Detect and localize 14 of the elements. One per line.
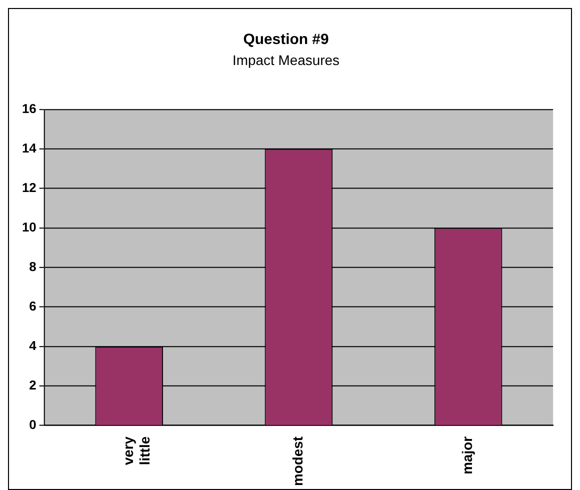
y-tick-label: 6 xyxy=(29,298,36,314)
y-tick-label: 8 xyxy=(29,258,36,274)
chart-title: Question #9 xyxy=(243,31,329,48)
chart-subtitle: Impact Measures xyxy=(232,52,340,68)
y-tick-label: 10 xyxy=(22,219,36,234)
x-tick-label: very little xyxy=(120,436,153,466)
y-tick-label: 12 xyxy=(22,180,36,195)
y-tick-label: 2 xyxy=(29,378,36,393)
y-tick-label: 4 xyxy=(29,338,38,354)
x-tick-label: major xyxy=(459,436,476,474)
x-tick-label: modest xyxy=(290,436,306,486)
y-tick-label: 16 xyxy=(22,100,36,116)
y-tick-label: 14 xyxy=(22,140,38,156)
y-tick-label: 0 xyxy=(29,417,36,432)
